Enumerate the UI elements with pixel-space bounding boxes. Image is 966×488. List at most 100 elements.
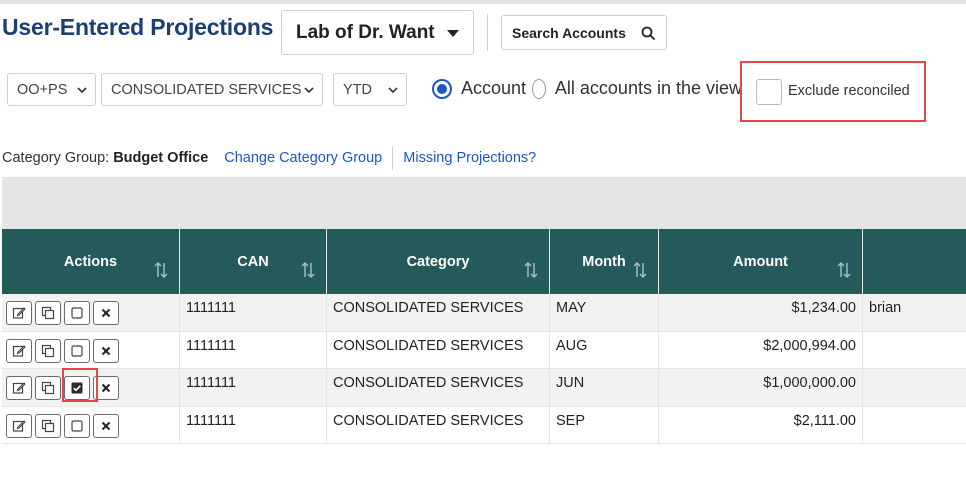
copy-icon: [41, 306, 55, 320]
search-accounts-label: Search Accounts: [512, 24, 626, 41]
checkbox-icon: [71, 419, 83, 432]
cell-category: CONSOLIDATED SERVICES: [327, 331, 550, 368]
cell-can: 1111111: [180, 331, 327, 368]
cell-user: [863, 407, 966, 444]
copy-icon: [41, 344, 55, 357]
category-group-value: Budget Office: [113, 150, 209, 166]
cell-category: CONSOLIDATED SERVICES: [327, 294, 550, 331]
reconcile-checkbox[interactable]: [64, 413, 90, 438]
radio-account-button[interactable]: [432, 78, 452, 99]
cell-category: CONSOLIDATED SERVICES: [327, 406, 550, 443]
cell-user: [863, 332, 966, 369]
exclude-reconciled-checkbox[interactable]: [756, 79, 782, 105]
row-actions: [2, 369, 180, 406]
delete-button[interactable]: [93, 413, 119, 438]
row-actions: [2, 331, 180, 368]
exclude-reconciled-label: Exclude reconciled: [788, 83, 910, 99]
reconcile-checkbox-checked[interactable]: [64, 376, 90, 400]
delete-icon: [101, 346, 111, 355]
cell-amount: $1,000,000.00: [659, 369, 863, 406]
category-value: CONSOLIDATED SERVICES: [111, 81, 302, 98]
row-actions: [2, 406, 180, 443]
table-row: 1111111 CONSOLIDATED SERVICES JUN $1,000…: [2, 369, 966, 407]
copy-button[interactable]: [35, 413, 61, 438]
caret-down-icon: [447, 30, 459, 37]
copy-icon: [41, 419, 55, 432]
column-header-actions[interactable]: Actions: [2, 229, 180, 294]
edit-icon: [12, 419, 26, 432]
column-header-month[interactable]: Month: [550, 229, 659, 294]
column-header-label: Category: [406, 253, 470, 270]
lab-select[interactable]: Lab of Dr. Want: [281, 10, 474, 55]
sort-icon: [633, 262, 647, 278]
radio-account[interactable]: Account: [432, 78, 526, 99]
fund-type-value: OO+PS: [17, 81, 68, 98]
column-header-label: Amount: [733, 253, 788, 270]
category-group-bar: Category Group: Budget Office Change Cat…: [2, 146, 536, 170]
edit-button[interactable]: [6, 338, 32, 363]
sort-icon: [301, 262, 315, 278]
lab-select-value: Lab of Dr. Want: [296, 21, 435, 43]
edit-icon: [12, 307, 26, 319]
sort-icon: [524, 262, 538, 278]
cell-can: 1111111: [180, 369, 327, 406]
column-header-label: Month: [582, 253, 626, 270]
edit-button[interactable]: [6, 413, 32, 438]
chevron-down-icon: [388, 87, 398, 94]
projections-table: Actions CAN Category Month Amount: [2, 229, 966, 444]
chevron-down-icon: [77, 87, 87, 94]
missing-projections-link[interactable]: Missing Projections?: [403, 150, 537, 166]
search-icon: [641, 26, 655, 40]
copy-button[interactable]: [35, 301, 61, 325]
cell-amount: $1,234.00: [659, 294, 863, 331]
column-header-label: Actions: [63, 253, 118, 270]
fund-type-dropdown[interactable]: OO+PS: [7, 73, 96, 106]
delete-button[interactable]: [93, 338, 119, 363]
column-header-category[interactable]: Category: [327, 229, 550, 294]
column-header-label: CAN: [237, 253, 269, 270]
cell-month: SEP: [550, 406, 659, 443]
sort-icon: [154, 262, 168, 278]
sort-icon: [837, 262, 851, 278]
delete-button[interactable]: [93, 376, 119, 400]
delete-icon: [101, 383, 111, 393]
cell-can: 1111111: [180, 406, 327, 443]
column-header-can[interactable]: CAN: [180, 229, 327, 294]
table-row: 1111111 CONSOLIDATED SERVICES MAY $1,234…: [2, 294, 966, 332]
radio-account-label: Account: [461, 78, 527, 98]
period-value: YTD: [343, 81, 372, 98]
delete-button[interactable]: [93, 301, 119, 325]
top-strip: [0, 0, 966, 4]
link-divider: [392, 146, 394, 170]
column-header-amount[interactable]: Amount: [659, 229, 863, 294]
delete-icon: [101, 421, 111, 430]
checkbox-icon: [71, 307, 83, 319]
cell-month: MAY: [550, 294, 659, 331]
delete-icon: [101, 308, 111, 318]
cell-user: [863, 369, 966, 406]
radio-all-accounts-button[interactable]: [532, 78, 546, 99]
table-toolbar-band: [2, 177, 966, 229]
radio-all-accounts-label: All accounts in the view: [554, 78, 742, 98]
reconcile-checkbox[interactable]: [64, 301, 90, 325]
cell-amount: $2,111.00: [659, 406, 863, 443]
change-category-group-link[interactable]: Change Category Group: [224, 150, 383, 166]
copy-button[interactable]: [35, 338, 61, 363]
reconcile-checkbox[interactable]: [64, 338, 90, 363]
category-dropdown[interactable]: CONSOLIDATED SERVICES: [101, 73, 323, 106]
chevron-down-icon: [304, 87, 314, 94]
search-accounts-button[interactable]: Search Accounts: [501, 15, 667, 50]
header-divider: [487, 14, 488, 51]
cell-amount: $2,000,994.00: [659, 331, 863, 368]
edit-button[interactable]: [6, 376, 32, 400]
cell-month: AUG: [550, 331, 659, 368]
copy-button[interactable]: [35, 376, 61, 400]
table-row: 1111111 CONSOLIDATED SERVICES SEP $2,111…: [2, 406, 966, 444]
period-dropdown[interactable]: YTD: [333, 73, 407, 106]
category-group-label: Category Group:: [2, 150, 110, 166]
cell-can: 1111111: [180, 294, 327, 331]
edit-icon: [12, 382, 26, 394]
radio-all-accounts[interactable]: All accounts in the view: [532, 78, 742, 99]
edit-button[interactable]: [6, 301, 32, 325]
table-header: Actions CAN Category Month Amount: [2, 229, 966, 294]
